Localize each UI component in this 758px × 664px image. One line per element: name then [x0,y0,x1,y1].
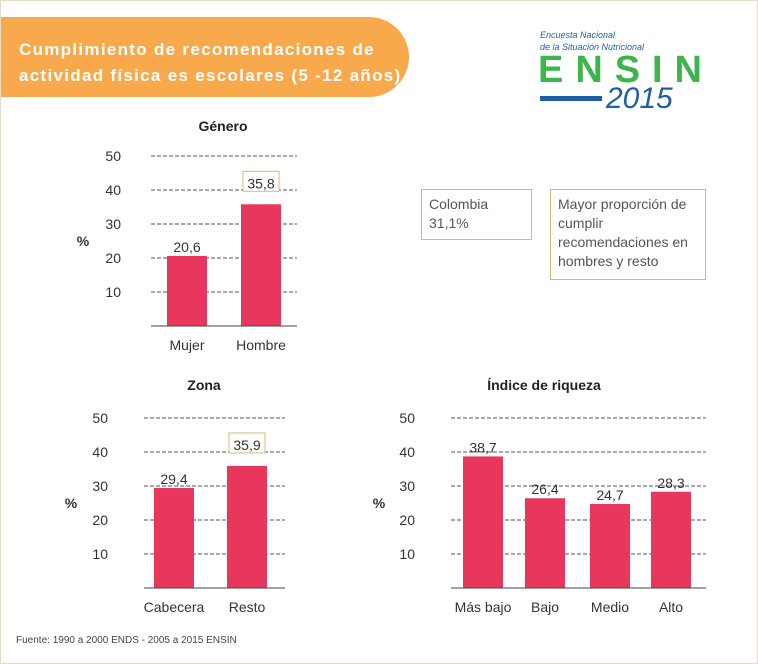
bar-cabecera [154,488,194,588]
svg-text:2015: 2015 [605,82,673,115]
x-tick-label: Bajo [531,599,559,615]
ensin-logo: Encuesta Nacional de la Situación Nutric… [538,30,702,115]
bar-bajo [525,498,565,588]
bar-alto [651,491,691,588]
value-label: 29,4 [160,471,187,487]
svg-text:de la Situación Nutricional: de la Situación Nutricional [540,42,645,52]
value-label: 35,9 [233,437,260,453]
x-tick-label: Alto [659,599,683,615]
x-tick-label: Cabecera [144,599,205,615]
chart-zona: Zona% 10 20 30 40 50 29,4 Cabecera 35,9 Resto [65,377,285,615]
value-label: 26,4 [531,481,558,497]
source-footer: Fuente: 1990 a 2000 ENDS - 2005 a 2015 E… [16,635,237,646]
y-tick-label: 50 [399,410,415,426]
bar-hombre [241,204,281,326]
y-axis-label: % [65,495,78,511]
x-tick-label: Mujer [169,337,204,353]
chart-title: Índice de riqueza [487,377,601,393]
value-label: 28,3 [657,475,684,491]
y-tick-label: 20 [399,512,415,528]
value-label-box [228,432,266,454]
x-tick-label: Más bajo [455,599,512,615]
y-tick-label: 10 [92,546,108,562]
y-tick-label: 30 [105,216,121,232]
svg-text:Encuesta Nacional: Encuesta Nacional [540,30,616,40]
y-tick-label: 50 [92,410,108,426]
y-axis-label: % [77,233,90,249]
y-tick-label: 20 [105,250,121,266]
y-tick-label: 30 [399,478,415,494]
y-tick-label: 20 [92,512,108,528]
y-tick-label: 10 [399,546,415,562]
bar-mujer [167,255,207,326]
value-label-box [242,170,280,192]
y-tick-label: 50 [105,148,121,164]
value-label: 38,7 [469,439,496,455]
y-tick-label: 10 [105,284,121,300]
chart-title: Género [198,118,247,134]
value-label: 24,7 [596,487,623,503]
value-label: 35,8 [247,175,274,191]
x-tick-label: Medio [591,599,629,615]
chart-g-nero: Género% 10 20 30 40 50 20,6 Mujer 35,8 Hombre [77,118,297,353]
value-label: 20,6 [173,239,200,255]
bar-resto [227,465,267,588]
y-tick-label: 40 [399,444,415,460]
bar-m-s-bajo [463,456,503,588]
x-tick-label: Resto [229,599,266,615]
y-tick-label: 30 [92,478,108,494]
chart--ndice-de-riqueza: Índice de riqueza% 10 20 30 40 50 38,7 Más bajo… [373,377,706,615]
chart-title: Zona [187,377,221,393]
bar-medio [590,504,630,588]
page-title: Cumplimiento de recomendaciones de activ… [1,17,409,97]
y-tick-label: 40 [105,182,121,198]
colombia-note: Colombia 31,1% [421,189,532,240]
x-tick-label: Hombre [236,337,286,353]
y-axis-label: % [373,495,386,511]
summary-note: Mayor proporción de cumplir recomendacio… [550,189,706,280]
y-tick-label: 40 [92,444,108,460]
